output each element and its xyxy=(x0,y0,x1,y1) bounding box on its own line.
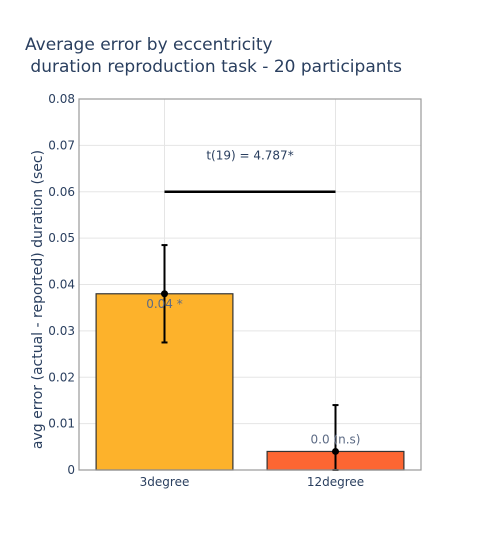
mean-point xyxy=(332,447,339,455)
y-tick-label: 0.02 xyxy=(48,370,75,384)
significance-label: t(19) = 4.787* xyxy=(206,148,293,162)
y-axis-title: avg error (actual - reported) duration (… xyxy=(30,150,46,449)
chart-title-line-2: duration reproduction task - 20 particip… xyxy=(25,57,402,77)
mean-point xyxy=(161,290,168,298)
y-tick-label: 0 xyxy=(67,463,75,477)
y-axis-ticks: 0 0.01 0.02 0.03 0.04 0.05 0.06 0.07 0.08 xyxy=(48,92,75,477)
bar-labels: 0.04 * 0.0 (n.s) xyxy=(146,297,360,447)
x-tick-label: 3degree xyxy=(140,475,190,489)
y-tick-label: 0.04 xyxy=(48,278,75,292)
error-bars xyxy=(161,244,339,471)
y-tick-label: 0.05 xyxy=(48,231,75,245)
y-tick-label: 0.01 xyxy=(48,417,75,431)
y-tick-label: 0.07 xyxy=(48,138,75,152)
y-tick-label: 0.06 xyxy=(48,185,75,199)
significance-annotation: t(19) = 4.787* xyxy=(164,148,336,193)
chart-title-line-1: Average error by eccentricity xyxy=(25,35,273,55)
bar-value-label: 0.04 * xyxy=(146,297,183,311)
plot-frame xyxy=(78,98,422,471)
y-tick-label: 0.03 xyxy=(48,324,75,338)
bar-value-label: 0.0 (n.s) xyxy=(311,432,361,446)
y-tick-label: 0.08 xyxy=(48,92,75,106)
x-tick-label: 12degree xyxy=(307,475,364,489)
x-axis-ticks: 3degree 12degree xyxy=(140,475,365,489)
